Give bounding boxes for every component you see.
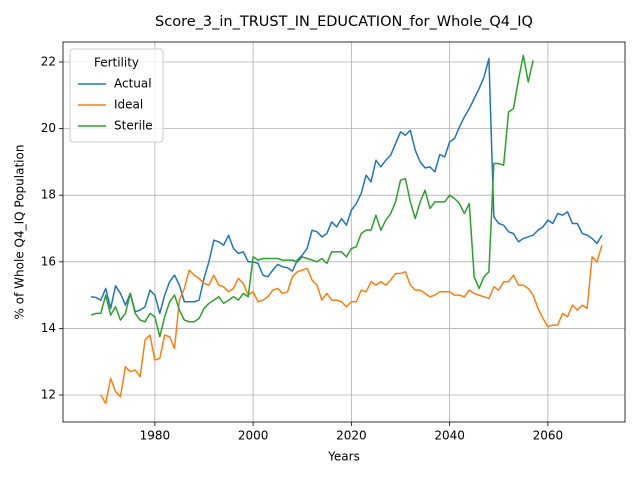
legend-label: Actual [114, 77, 152, 91]
legend-label: Ideal [114, 98, 143, 112]
x-tick-label: 2040 [434, 429, 465, 443]
x-tick-label: 2020 [336, 429, 367, 443]
chart-title: Score_3_in_TRUST_IN_EDUCATION_for_Whole_… [155, 14, 533, 30]
x-tick-label: 1980 [140, 429, 171, 443]
y-tick-label: 18 [41, 188, 56, 202]
legend-label: Sterile [114, 119, 153, 133]
y-tick-label: 14 [41, 321, 56, 335]
legend-title: Fertility [94, 56, 139, 70]
legend: Fertility Actual Ideal Sterile [69, 48, 164, 143]
y-tick-label: 16 [41, 254, 56, 268]
y-tick-label: 12 [41, 388, 56, 402]
y-axis-label: % of Whole Q4_IQ Population [13, 145, 27, 320]
data-line [90, 57, 603, 315]
data-line [100, 244, 603, 405]
x-axis-label: Years [327, 450, 360, 464]
x-tick-label: 2000 [238, 429, 269, 443]
data-line [90, 54, 534, 338]
legend-box [69, 48, 164, 143]
x-tick-label: 2060 [533, 429, 564, 443]
y-tick-label: 20 [41, 121, 56, 135]
plot-frame [62, 41, 626, 423]
y-tick-label: 22 [41, 54, 56, 68]
